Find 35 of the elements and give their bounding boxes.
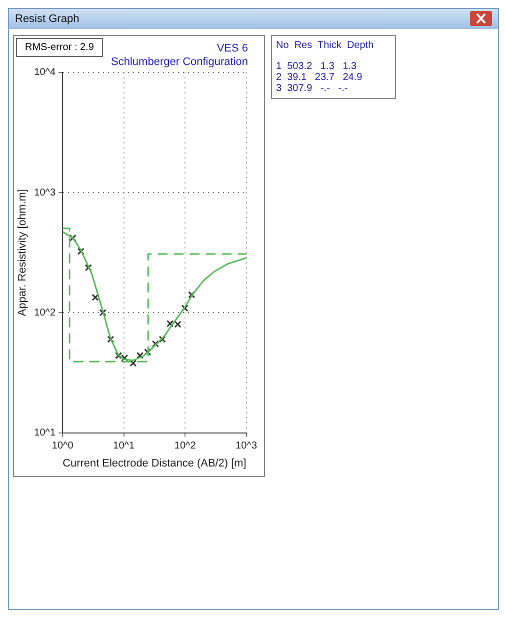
point xyxy=(121,354,128,362)
x-tick-label: 10^3 xyxy=(236,440,258,452)
point xyxy=(188,291,196,298)
point xyxy=(107,336,114,343)
point xyxy=(174,320,182,328)
text: No Res Thick Depth xyxy=(276,40,375,51)
chart-title: VES 6 xyxy=(216,42,248,55)
text: Resist Graph xyxy=(9,9,498,29)
point xyxy=(84,264,92,272)
point xyxy=(69,234,76,242)
point xyxy=(136,352,144,360)
point xyxy=(158,336,166,343)
y-tick-label: 10^4 xyxy=(34,67,56,78)
x-tick-label: 10^0 xyxy=(52,440,74,452)
point xyxy=(114,352,122,360)
text: 3 307.9 -.- -.- xyxy=(276,83,349,94)
point xyxy=(92,294,99,301)
point xyxy=(130,360,137,367)
point xyxy=(181,304,188,312)
point xyxy=(166,320,174,328)
point xyxy=(99,309,106,316)
text: RMS-error : 2.9 xyxy=(16,38,103,57)
point xyxy=(144,348,152,356)
y-tick-label: 10^1 xyxy=(34,428,56,439)
y-tick-label: 10^2 xyxy=(34,307,56,318)
point xyxy=(77,248,84,255)
x-tick-label: 10^1 xyxy=(113,440,135,452)
y-tick-label: 10^3 xyxy=(34,187,56,198)
x-axis-title: Current Electrode Distance (AB/2) [m] xyxy=(62,457,246,470)
text: 1 503.2 1.3 1.3 xyxy=(276,61,358,72)
point xyxy=(152,340,160,348)
text: 2 39.1 23.7 24.9 xyxy=(276,72,364,83)
y-axis-title: Appar. Resistivity [ohm.m] xyxy=(16,189,29,316)
chart-subtitle: Schlumberger Configuration xyxy=(111,56,248,68)
x-tick-label: 10^2 xyxy=(174,440,196,452)
